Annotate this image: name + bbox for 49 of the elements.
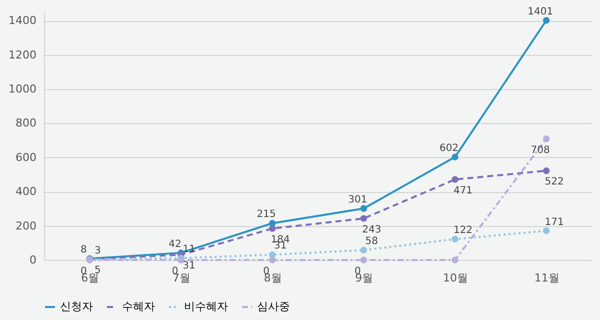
y-tick-label: 400 (16, 185, 36, 198)
point (360, 246, 368, 254)
data-label: 122 (453, 225, 473, 236)
point (542, 227, 550, 234)
data-label: 708 (530, 144, 550, 156)
data-label: 58 (365, 236, 378, 248)
data-label: 1401 (528, 6, 554, 18)
point (452, 176, 458, 183)
point (268, 256, 276, 264)
y-tick-label: 0 (30, 254, 36, 266)
y-tick-label: 1000 (8, 82, 36, 96)
point (452, 236, 458, 242)
data-label: 471 (453, 185, 473, 196)
x-tick-label: 11월 (534, 272, 560, 284)
data-label: 8 (80, 244, 87, 256)
point (542, 136, 550, 142)
data-label: 522 (544, 176, 564, 188)
data-label: 3 (94, 245, 101, 256)
data-label: 301 (348, 194, 368, 206)
legend-label: 수혜자 (122, 300, 155, 313)
x-tick-label: 6월 (81, 272, 100, 284)
x-tick-label: 7월 (172, 272, 190, 284)
point (360, 205, 368, 212)
point (360, 215, 368, 222)
data-label: 243 (362, 224, 382, 236)
point (360, 256, 368, 264)
data-label: 171 (544, 216, 564, 228)
data-label: 11 (182, 244, 196, 256)
y-tick-label: 800 (16, 116, 36, 130)
data-label: 42 (168, 238, 182, 250)
point (452, 256, 458, 264)
x-tick-label: 8월 (264, 272, 282, 284)
legend-label: 심사중 (257, 300, 290, 313)
point (542, 167, 550, 174)
point (542, 17, 550, 24)
y-tick-label: 1400 (8, 14, 36, 28)
legend-label: 신청자 (60, 300, 93, 313)
legend-label: 비수혜자 (184, 300, 228, 313)
y-tick-label: 200 (16, 219, 36, 232)
y-tick-label: 600 (16, 150, 36, 164)
x-tick-label: 10월 (443, 272, 468, 284)
point (452, 154, 458, 160)
point (268, 220, 276, 227)
y-tick-label: 1200 (8, 48, 36, 62)
data-label: 215 (256, 209, 276, 220)
data-label: 31 (182, 260, 196, 272)
data-label: 602 (439, 143, 459, 154)
x-tick-label: 9월 (355, 272, 374, 284)
point (268, 225, 276, 232)
